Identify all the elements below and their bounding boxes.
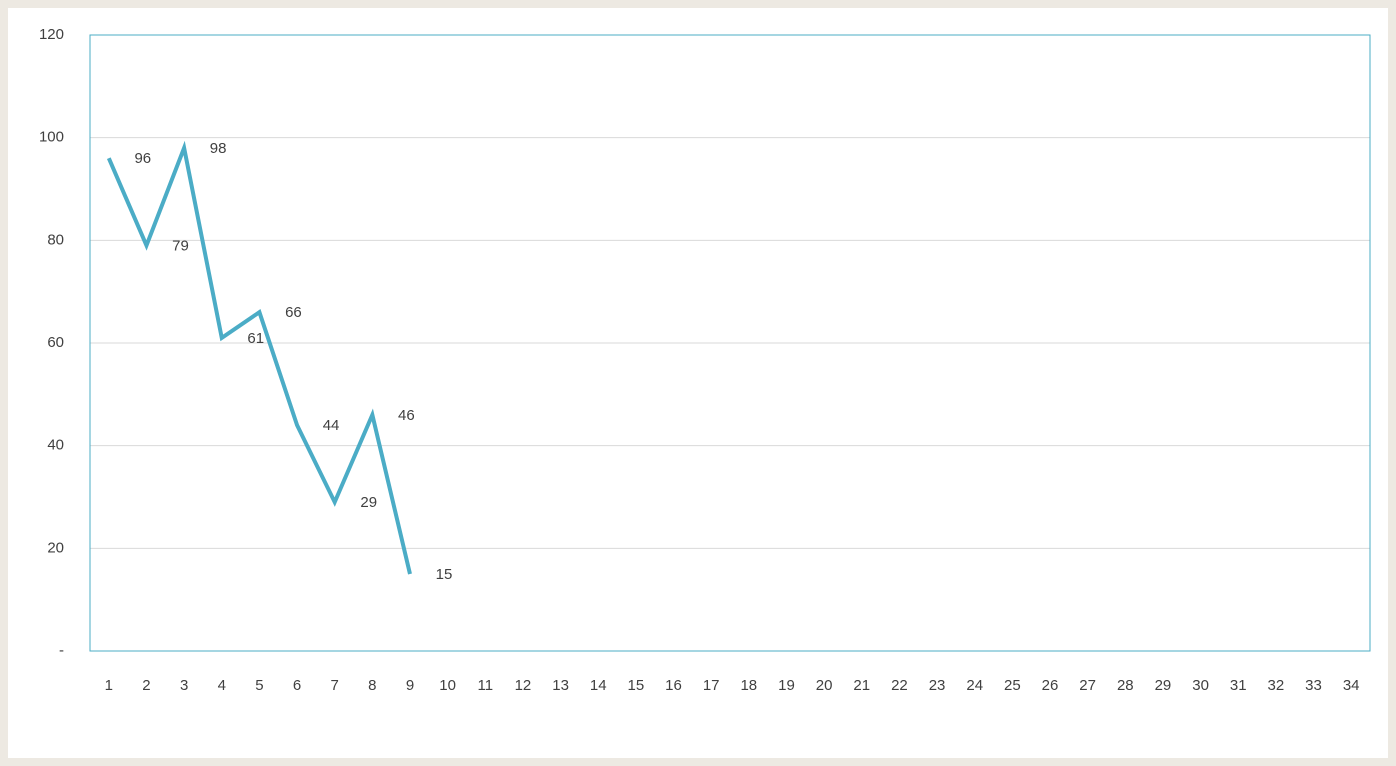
data-label: 61 (247, 330, 264, 347)
y-tick-label: 120 (39, 26, 64, 43)
data-label: 46 (398, 407, 415, 424)
x-tick-label: 4 (218, 677, 226, 694)
x-tick-label: 31 (1230, 677, 1247, 694)
chart-area (8, 8, 1388, 758)
x-tick-label: 5 (255, 677, 263, 694)
y-tick-label: 40 (47, 437, 64, 454)
x-tick-label: 22 (891, 677, 908, 694)
x-tick-label: 34 (1343, 677, 1360, 694)
x-tick-label: 24 (966, 677, 983, 694)
data-label: 66 (285, 304, 302, 321)
y-tick-label: - (59, 642, 64, 659)
x-tick-label: 11 (478, 677, 494, 694)
x-tick-label: 26 (1042, 677, 1059, 694)
x-tick-label: 12 (515, 677, 532, 694)
x-tick-label: 17 (703, 677, 720, 694)
x-tick-label: 21 (853, 677, 870, 694)
x-tick-label: 16 (665, 677, 682, 694)
x-tick-label: 6 (293, 677, 301, 694)
data-label: 15 (436, 566, 453, 583)
plot-border (89, 34, 1371, 652)
x-tick-label: 30 (1192, 677, 1209, 694)
data-label: 98 (210, 140, 227, 157)
x-tick-label: 25 (1004, 677, 1021, 694)
x-tick-label: 28 (1117, 677, 1134, 694)
x-tick-label: 23 (929, 677, 946, 694)
data-label: 44 (323, 417, 340, 434)
x-tick-label: 14 (590, 677, 607, 694)
x-tick-label: 20 (816, 677, 833, 694)
x-tick-label: 10 (439, 677, 456, 694)
x-tick-label: 18 (740, 677, 757, 694)
x-tick-label: 27 (1079, 677, 1096, 694)
y-tick-label: 80 (47, 231, 64, 248)
line (106, 140, 412, 575)
x-tick-label: 29 (1155, 677, 1172, 694)
x-tick-label: 19 (778, 677, 795, 694)
data-label: 29 (360, 494, 377, 511)
x-tick-label: 33 (1305, 677, 1322, 694)
data-label: 79 (172, 237, 189, 254)
data-label: 96 (134, 150, 151, 167)
x-tick-label: 13 (552, 677, 569, 694)
x-tick-label: 7 (331, 677, 339, 694)
x-tick-label: 8 (368, 677, 376, 694)
x-tick-label: 15 (628, 677, 645, 694)
y-tick-label: 20 (47, 539, 64, 556)
x-tick-label: 9 (406, 677, 414, 694)
x-tick-label: 2 (142, 677, 150, 694)
x-tick-label: 3 (180, 677, 188, 694)
x-tick-label: 32 (1268, 677, 1285, 694)
x-tick-label: 1 (105, 677, 113, 694)
y-tick-label: 60 (47, 334, 64, 351)
y-tick-label: 100 (39, 129, 64, 146)
